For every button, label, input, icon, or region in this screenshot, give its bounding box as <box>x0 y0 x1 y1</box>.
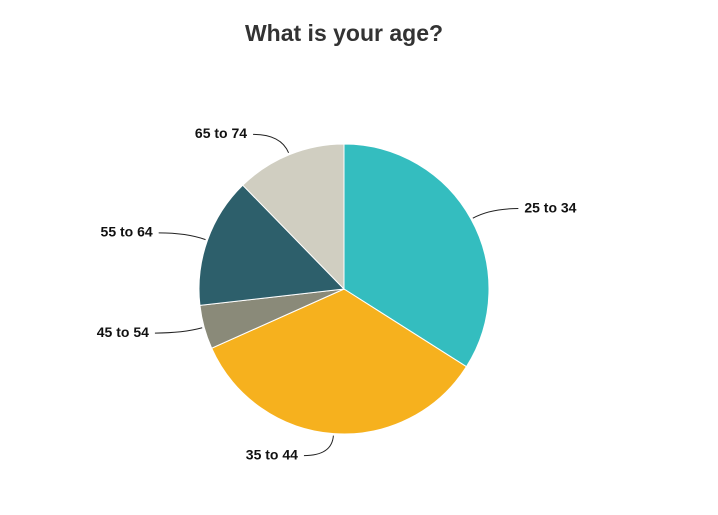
leader-line <box>158 232 206 241</box>
pie-slice <box>242 143 345 291</box>
leader-line <box>154 327 203 334</box>
slice-label: 25 to 34 <box>524 199 576 215</box>
leader-line <box>472 208 519 219</box>
leader-line <box>303 435 334 457</box>
pie-slice <box>210 288 468 435</box>
chart-title: What is your age? <box>245 20 443 46</box>
slice-label: 35 to 44 <box>246 446 298 462</box>
leader-line <box>253 133 290 154</box>
slice-label: 45 to 54 <box>97 324 149 340</box>
pie-slice <box>343 143 490 368</box>
slice-label: 55 to 64 <box>101 224 153 240</box>
slice-label: 65 to 74 <box>195 125 247 141</box>
pie-slice <box>198 184 346 306</box>
